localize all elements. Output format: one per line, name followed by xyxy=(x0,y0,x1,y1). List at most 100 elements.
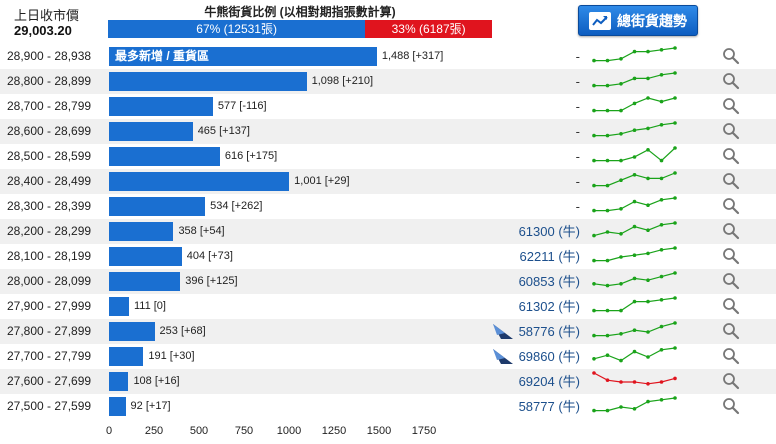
search-icon[interactable] xyxy=(722,247,740,265)
outstanding-bar[interactable] xyxy=(109,397,126,416)
header: 上日收市價 29,003.20 牛熊街貨比例 (以相對期指張數計算) 67% (… xyxy=(0,0,776,44)
strike-range-label: 27,600 - 27,699 xyxy=(7,374,92,388)
cbbc-code-link[interactable]: 60853 (牛) xyxy=(518,274,580,289)
outstanding-bar[interactable] xyxy=(109,72,307,91)
search-icon[interactable] xyxy=(722,147,740,165)
outstanding-bar[interactable]: 最多新增 / 重貨區 xyxy=(109,47,377,66)
sparkline-point xyxy=(659,398,664,402)
sparkline-point xyxy=(673,376,677,381)
search-icon[interactable] xyxy=(722,297,740,315)
sparkline-point xyxy=(646,330,650,334)
outstanding-bar[interactable] xyxy=(109,122,193,141)
sparkline-point xyxy=(592,357,596,361)
cbbc-code-link: - xyxy=(575,74,580,89)
highlight-label: 最多新增 / 重貨區 xyxy=(115,49,210,63)
bar-value-label: 577 [-116] xyxy=(217,100,267,112)
sparkline-point xyxy=(673,171,677,175)
sparkline-point xyxy=(605,183,610,188)
sparkline-point xyxy=(632,49,637,54)
sparkline-point xyxy=(632,76,637,81)
trend-sparkline xyxy=(592,296,677,313)
sparkline-point xyxy=(646,228,650,232)
outstanding-bar[interactable] xyxy=(109,97,213,116)
sparkline-point xyxy=(605,133,610,138)
search-icon[interactable] xyxy=(722,222,740,240)
cbbc-code-link[interactable]: 69204 (牛) xyxy=(518,374,580,389)
outstanding-bar[interactable] xyxy=(109,222,174,241)
sparkline-point xyxy=(659,158,664,163)
sparkline-point xyxy=(673,71,677,75)
sparkline-point xyxy=(632,407,637,411)
search-icon[interactable] xyxy=(722,47,740,65)
outstanding-bar[interactable] xyxy=(109,272,181,291)
x-tick-label: 1750 xyxy=(411,425,437,437)
search-icon[interactable] xyxy=(722,347,740,365)
outstanding-bar[interactable] xyxy=(109,347,144,366)
table-row: 28,300 - 28,399 534 [+262] - xyxy=(0,194,776,219)
sparkline-point xyxy=(673,346,677,350)
search-icon[interactable] xyxy=(722,72,740,90)
sparkline-point xyxy=(605,308,610,313)
trend-sparkline xyxy=(592,146,677,163)
cbbc-code-link[interactable]: 61302 (牛) xyxy=(518,299,580,314)
sparkline-point xyxy=(659,48,664,52)
sparkline-point xyxy=(632,253,637,257)
outstanding-bar[interactable] xyxy=(109,172,290,191)
sparkline-point xyxy=(673,321,677,325)
table-row: 27,500 - 27,599 92 [+17] 58777 (牛) xyxy=(0,394,776,419)
strike-range-label: 28,100 - 28,199 xyxy=(7,249,92,263)
outstanding-bar[interactable] xyxy=(109,197,206,216)
sparkline-point xyxy=(592,208,596,213)
strike-range-label: 27,500 - 27,599 xyxy=(7,399,92,413)
search-icon[interactable] xyxy=(722,122,740,140)
sparkline-point xyxy=(632,380,637,384)
outstanding-bar[interactable] xyxy=(109,372,129,391)
cbbc-code-link[interactable]: 61300 (牛) xyxy=(518,224,580,239)
outstanding-bar[interactable] xyxy=(109,322,155,341)
x-tick-label: 500 xyxy=(189,425,209,437)
sparkline-point xyxy=(605,333,610,338)
cbbc-code-link[interactable]: 69860 (牛) xyxy=(518,349,580,364)
trend-sparkline xyxy=(592,246,677,263)
sparkline-point xyxy=(605,353,610,357)
sparkline-point xyxy=(619,282,623,286)
sparkline-point xyxy=(592,408,596,413)
trend-sparkline xyxy=(592,271,677,288)
issuer-logo-icon xyxy=(493,349,513,364)
cbbc-code-link[interactable]: 58777 (牛) xyxy=(518,399,580,414)
sparkline-point xyxy=(646,96,650,100)
outstanding-bar[interactable] xyxy=(109,297,129,316)
search-icon[interactable] xyxy=(722,197,740,215)
x-tick-label: 1250 xyxy=(321,425,347,437)
sparkline-point xyxy=(605,408,610,413)
outstanding-bar[interactable] xyxy=(109,147,220,166)
outstanding-bar[interactable] xyxy=(109,247,182,266)
ratio-title: 牛熊街貨比例 (以相對期指張數計算) xyxy=(204,5,396,19)
total-outstanding-trend-button[interactable]: 總街貨趨勢 xyxy=(578,5,698,36)
trend-button-label: 總街貨趨勢 xyxy=(617,12,687,29)
sparkline-point xyxy=(632,128,637,132)
sparkline-point xyxy=(659,248,664,252)
search-icon[interactable] xyxy=(722,322,740,340)
search-icon[interactable] xyxy=(722,372,740,390)
cbbc-code-link[interactable]: 58776 (牛) xyxy=(518,324,580,339)
sparkline-point xyxy=(646,203,650,207)
trend-sparkline xyxy=(592,196,677,213)
sparkline-point xyxy=(646,399,650,404)
sparkline-point xyxy=(592,133,596,138)
cbbc-code-link[interactable]: 62211 (牛) xyxy=(519,249,580,264)
bar-value-label: 404 [+73] xyxy=(186,250,233,262)
search-icon[interactable] xyxy=(722,172,740,190)
table-row: 27,800 - 27,899 253 [+68] 58776 (牛) xyxy=(0,319,776,344)
table-row: 28,000 - 28,099 396 [+125] 60853 (牛) xyxy=(0,269,776,294)
search-icon[interactable] xyxy=(722,397,740,415)
search-icon[interactable] xyxy=(722,272,740,290)
trend-sparkline xyxy=(592,171,677,188)
sparkline-point xyxy=(592,258,596,263)
sparkline-point xyxy=(592,108,596,113)
table-row: 28,200 - 28,299 358 [+54] 61300 (牛) xyxy=(0,219,776,244)
table-row: 28,900 - 28,938 最多新增 / 重貨區 1,488 [+317] - xyxy=(0,44,776,69)
search-icon[interactable] xyxy=(722,97,740,115)
bull-ratio-segment: 67% (12531張) xyxy=(108,20,366,38)
bear-ratio-segment: 33% (6187張) xyxy=(365,20,492,38)
